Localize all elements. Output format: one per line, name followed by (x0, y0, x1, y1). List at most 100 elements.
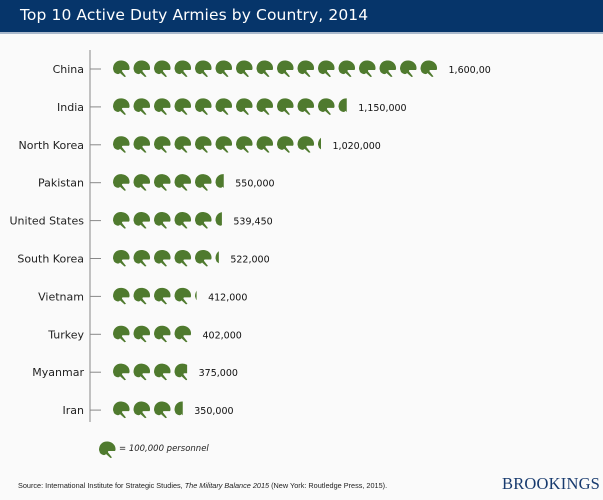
helmet-icon (174, 174, 192, 191)
helmet-icon (338, 98, 347, 113)
category-label: Vietnam (38, 290, 84, 303)
helmet-icon (133, 98, 151, 115)
category-label: Myanmar (32, 366, 84, 379)
value-label: 1,600,00 (449, 65, 491, 76)
helmet-icon (154, 401, 171, 419)
helmet-icon (195, 290, 197, 300)
helmet-icon (133, 401, 151, 419)
helmet-icon (174, 401, 183, 416)
helmet-icon (236, 136, 253, 153)
source-suffix: (New York: Routledge Press, 2015). (269, 481, 388, 490)
row-south-korea: South Korea 522,000 (17, 249, 270, 267)
chart-title: Top 10 Active Duty Armies by Country, 20… (20, 6, 369, 24)
helmet-icon (297, 136, 315, 153)
helmet-icon (113, 136, 130, 153)
helmet-icon (174, 249, 192, 267)
helmet-icon (297, 60, 315, 77)
legend-label: = 100,000 personnel (119, 444, 209, 454)
helmet-icon (113, 212, 130, 229)
value-label: 375,000 (199, 368, 238, 379)
helmet-icon (195, 60, 212, 77)
header-bar: Top 10 Active Duty Armies by Country, 20… (0, 0, 603, 34)
helmet-icon (133, 60, 151, 77)
helmet-icon (113, 249, 130, 267)
value-label: 522,000 (230, 255, 269, 266)
helmet-icon (133, 136, 151, 153)
helmet-icon (215, 60, 233, 77)
helmet-icon (236, 60, 253, 77)
category-label: South Korea (17, 253, 84, 266)
row-united-states: United States 539,450 (10, 212, 273, 229)
helmet-icon (154, 325, 171, 343)
brookings-logo: BROOKINGS (502, 474, 601, 493)
helmet-icon (154, 212, 171, 229)
helmet-icon (174, 98, 192, 115)
helmet-icon (195, 174, 212, 191)
helmet-icon (400, 60, 417, 77)
helmet-icon (297, 98, 315, 115)
helmet-icon (318, 98, 335, 115)
helmet-icon (215, 136, 233, 153)
helmet-icon (420, 60, 438, 77)
value-label: 402,000 (203, 330, 242, 341)
helmet-icon (338, 60, 356, 77)
helmet-icon (154, 136, 171, 153)
helmet-icon (256, 136, 274, 153)
helmet-icon (154, 98, 171, 115)
helmet-icon (133, 287, 151, 305)
helmet-icon (277, 98, 294, 115)
helmet-icon (154, 363, 171, 381)
helmet-icon (379, 60, 397, 77)
helmet-icon (215, 174, 224, 188)
helmet-icon (256, 60, 274, 77)
category-label: India (57, 101, 84, 114)
helmet-icon (133, 325, 151, 343)
row-vietnam: Vietnam 412,000 (38, 287, 247, 305)
helmet-icon (113, 98, 130, 115)
helmet-icon (277, 60, 294, 77)
value-label: 539,450 (233, 217, 272, 228)
pictogram-chart: China 1,600,00 India 1,150,000 North Korea 1,… (10, 50, 491, 458)
helmet-icon (195, 98, 212, 115)
row-china: China 1,600,00 (53, 60, 491, 77)
helmet-icon (174, 136, 192, 153)
row-india: India 1,150,000 (57, 98, 407, 115)
helmet-icon (215, 251, 219, 264)
helmet-icon (133, 363, 151, 381)
helmet-icon (215, 98, 233, 115)
source-work: The Military Balance 2015 (184, 481, 270, 490)
value-label: 1,020,000 (333, 141, 381, 152)
helmet-icon (113, 325, 130, 343)
category-label: United States (10, 215, 85, 228)
helmet-icon (174, 212, 192, 229)
row-turkey: Turkey 402,000 (47, 325, 242, 343)
category-label: Iran (63, 404, 85, 417)
source-prefix: Source: International Institute for Stra… (18, 481, 185, 490)
helmet-icon (113, 174, 130, 191)
value-label: 412,000 (208, 292, 247, 303)
helmet-icon (154, 60, 171, 77)
helmet-icon (195, 136, 212, 153)
helmet-icon (113, 363, 130, 381)
helmet-icon (174, 325, 192, 343)
helmet-icon (318, 137, 321, 150)
value-label: 350,000 (194, 406, 233, 417)
helmet-icon (99, 441, 116, 458)
helmet-icon (215, 212, 222, 226)
helmet-icon (236, 98, 253, 115)
helmet-icon (133, 249, 151, 267)
category-label: North Korea (19, 139, 84, 152)
category-label: Turkey (47, 328, 84, 341)
helmet-icon (133, 212, 151, 229)
legend-icon (99, 441, 116, 458)
row-pakistan: Pakistan 550,000 (38, 174, 275, 191)
category-label: China (53, 63, 84, 76)
category-label: Pakistan (38, 177, 84, 190)
helmet-icon (154, 249, 171, 267)
helmet-icon (195, 249, 212, 267)
helmet-icon (318, 60, 335, 77)
row-north-korea: North Korea 1,020,000 (19, 136, 381, 153)
helmet-icon (154, 287, 171, 305)
row-iran: Iran 350,000 (63, 401, 234, 419)
helmet-icon (195, 212, 212, 229)
